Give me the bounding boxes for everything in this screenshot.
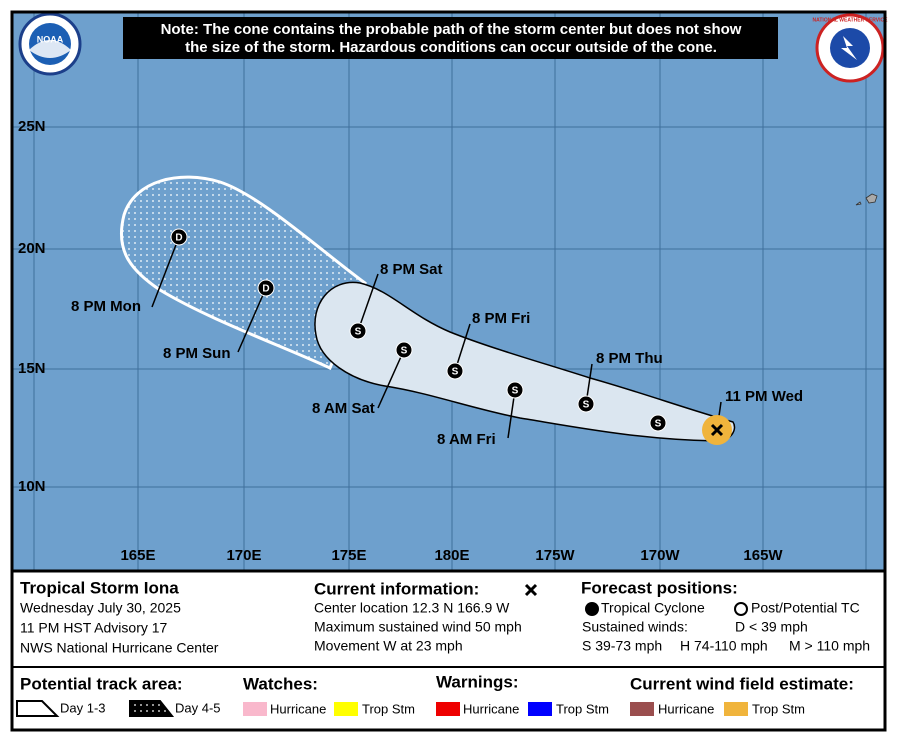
current-line: Center location 12.3 N 166.9 W — [314, 600, 510, 616]
storm-name: Tropical Storm Iona — [20, 578, 179, 597]
ts-warning-swatch — [528, 702, 552, 716]
forecast-marker — [446, 362, 464, 380]
current-position — [710, 423, 724, 437]
time-label: 8 AM Fri — [437, 431, 496, 448]
wind-field-heading: Current wind field estimate: — [630, 674, 854, 693]
island — [865, 193, 878, 204]
nws-logo: NATIONAL WEATHER SERVICE — [813, 13, 889, 83]
time-label: 8 AM Sat — [312, 400, 375, 417]
sustained-heading: Sustained winds: — [582, 619, 688, 635]
hurricane-watch-text: Hurricane — [270, 701, 326, 716]
wind-m: M > 110 mph — [789, 638, 870, 654]
warnings-heading: Warnings: — [436, 672, 518, 691]
time-label: 8 PM Sun — [163, 345, 231, 362]
storm-date: Wednesday July 30, 2025 — [20, 600, 181, 616]
lat-label: 15N — [18, 360, 46, 377]
hurricane-watch-swatch — [243, 702, 267, 716]
noaa-text: NOAA — [37, 34, 64, 44]
hurricane-warning-swatch — [436, 702, 460, 716]
marker-letter: D — [175, 233, 182, 244]
current-heading: Current information: — [314, 579, 479, 598]
marker-letter: D — [262, 284, 269, 295]
note-line: Note: The cone contains the probable pat… — [161, 21, 742, 38]
lon-label: 170W — [640, 547, 680, 564]
time-label: 8 PM Mon — [71, 298, 141, 315]
forecast-marker — [577, 395, 595, 413]
ts-wind-swatch — [724, 702, 748, 716]
current-line: Maximum sustained wind 50 mph — [314, 619, 522, 635]
storm-advisory: 11 PM HST Advisory 17 — [20, 620, 168, 636]
time-label: 8 PM Thu — [596, 350, 663, 367]
lat-label: 25N — [18, 118, 46, 135]
marker-letter: S — [452, 367, 459, 378]
time-label: 8 PM Sat — [380, 261, 443, 278]
day-4-5-outline — [119, 175, 367, 371]
island — [855, 201, 862, 206]
leader-line — [237, 287, 267, 353]
day13-icon — [16, 700, 60, 717]
map: 25N 20N 15N 10N 165E 170E 175E 180E 175W 170W 165W… — [13, 13, 884, 570]
watches-heading: Watches: — [243, 674, 318, 693]
day-1-3-cone — [314, 281, 736, 442]
lat-label: 20N — [18, 240, 46, 257]
lat-label: 10N — [18, 478, 46, 495]
current-x-icon — [524, 583, 538, 597]
tc-icon — [585, 602, 599, 616]
forecast-marker — [257, 279, 275, 297]
wind-s: S 39-73 mph — [582, 638, 662, 654]
marker-letter: S — [355, 327, 362, 338]
nws-text: NATIONAL WEATHER SERVICE — [813, 17, 889, 23]
time-label: 8 PM Fri — [472, 310, 530, 327]
marker-letter: S — [401, 346, 408, 357]
day45-text: Day 4-5 — [175, 700, 221, 715]
lon-label: 170E — [226, 547, 261, 564]
leader-line — [377, 349, 405, 409]
leader-line — [151, 236, 180, 308]
tc-text: Tropical Cyclone — [601, 600, 705, 616]
lon-label: 165W — [743, 547, 783, 564]
time-label: 11 PM Wed — [725, 388, 803, 405]
day13-text: Day 1-3 — [60, 700, 106, 715]
lon-label: 180E — [434, 547, 469, 564]
frame — [10, 10, 887, 732]
forecast-heading: Forecast positions: — [581, 578, 738, 597]
wind-h: H 74-110 mph — [680, 638, 768, 654]
storm-center: NWS National Hurricane Center — [20, 640, 219, 656]
lon-label: 175E — [331, 547, 366, 564]
leader-line — [357, 273, 379, 332]
current-line: Movement W at 23 mph — [314, 638, 463, 654]
hurricane-warning-text: Hurricane — [463, 701, 519, 716]
ocean — [13, 13, 884, 570]
forecast-marker — [649, 414, 667, 432]
ptc-text: Post/Potential TC — [751, 600, 860, 616]
marker-letter: S — [583, 400, 590, 411]
forecast-points: 11 PM Wed S 8 PM Thu S 8 AM Fri S 8 PM Fri S 8 A… — [71, 228, 803, 448]
forecast-marker — [349, 322, 367, 340]
ts-watch-text: Trop Stm — [362, 701, 415, 716]
day45-icon-dots — [129, 700, 175, 717]
lon-label: 165E — [120, 547, 155, 564]
hurricane-wind-text: Hurricane — [658, 701, 714, 716]
hurricane-wind-swatch — [630, 702, 654, 716]
ts-watch-swatch — [334, 702, 358, 716]
marker-letter: S — [512, 386, 519, 397]
forecast-marker — [506, 381, 524, 399]
forecast-marker — [170, 228, 188, 246]
noaa-logo: NOAA — [18, 12, 82, 76]
ts-warning-text: Trop Stm — [556, 701, 609, 716]
ptc-icon — [734, 602, 748, 616]
lon-label: 175W — [535, 547, 575, 564]
note-line: the size of the storm. Hazardous conditi… — [185, 39, 717, 56]
ts-wind-text: Trop Stm — [752, 701, 805, 716]
track-heading: Potential track area: — [20, 674, 183, 693]
forecast-marker — [395, 341, 413, 359]
note-box — [123, 17, 778, 59]
marker-letter: S — [655, 419, 662, 430]
wind-d: D < 39 mph — [735, 619, 808, 635]
map-labels: 25N 20N 15N 10N 165E 170E 175E 180E 175W 170W 165W — [18, 118, 783, 564]
